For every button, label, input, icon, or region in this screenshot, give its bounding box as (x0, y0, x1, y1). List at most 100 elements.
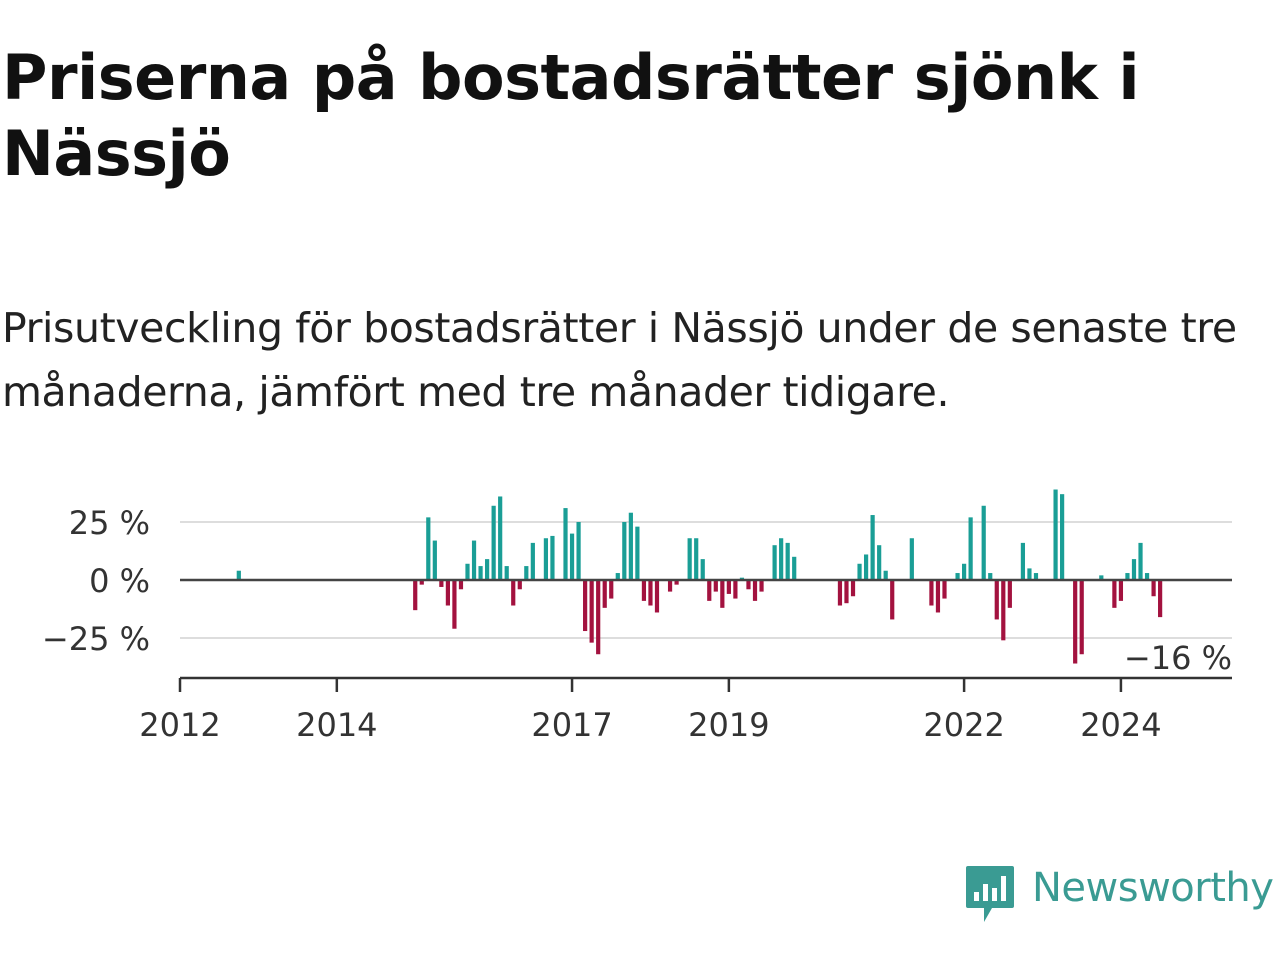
bar (726, 580, 731, 594)
bar (909, 538, 914, 580)
bar (733, 580, 738, 599)
bar (609, 580, 614, 599)
y-axis-tick-labels: 25 % 0 % −25 % (42, 504, 150, 658)
bar (622, 522, 627, 580)
bar (674, 580, 679, 585)
bar (491, 505, 496, 580)
bar (713, 580, 718, 592)
page-title: Priserna på bostadsrätter sjönk i Nässjö (2, 41, 1140, 190)
bar (1099, 575, 1104, 580)
y-tick-label: −25 % (42, 620, 150, 658)
bar (439, 580, 444, 587)
bar (850, 580, 856, 597)
bar (471, 540, 477, 580)
latest-value-label: −16 % (1124, 639, 1232, 677)
bar (485, 559, 490, 580)
bar (1158, 580, 1163, 618)
bar (543, 538, 549, 580)
bar (942, 580, 947, 599)
bar (694, 538, 699, 580)
bar (994, 580, 999, 620)
bar (1079, 580, 1084, 655)
bar (583, 580, 588, 632)
x-tick-label: 2017 (531, 706, 612, 744)
bar (955, 573, 960, 580)
bar (1073, 580, 1078, 664)
bar (602, 580, 607, 608)
bar (1020, 542, 1026, 580)
bar (779, 538, 784, 580)
bar (968, 517, 973, 580)
bar (700, 559, 705, 580)
bar (569, 533, 575, 580)
bar (498, 496, 503, 580)
bar (877, 545, 882, 580)
bar (504, 566, 509, 580)
bar (981, 505, 986, 580)
x-axis-ticks: 2012 2014 2017 2019 2022 2024 (139, 678, 1162, 744)
bar (720, 580, 725, 608)
x-tick-label: 2019 (688, 706, 769, 744)
y-tick-label: 25 % (69, 504, 150, 542)
price-change-bar-chart: 25 % 0 % −25 % 2012 2014 2017 2019 2022 2024 −1… (42, 489, 1235, 744)
y-tick-label: 0 % (89, 562, 150, 600)
bar (628, 512, 633, 580)
x-tick-label: 2014 (296, 706, 377, 744)
bar (1007, 580, 1012, 608)
bar (517, 580, 522, 590)
bar (1151, 580, 1156, 597)
bar (452, 580, 457, 629)
bar (929, 580, 934, 606)
bar (746, 580, 751, 590)
bar (432, 540, 437, 580)
bar (419, 580, 424, 585)
bar (511, 580, 516, 606)
bar (988, 573, 993, 580)
bar (524, 566, 529, 580)
bar (413, 580, 418, 611)
bar (550, 535, 555, 580)
bar (563, 508, 568, 580)
x-tick-label: 2012 (139, 706, 220, 744)
bar (890, 580, 895, 620)
bars (236, 489, 1163, 664)
bar (1112, 580, 1117, 608)
bar (426, 517, 431, 580)
bar (1027, 568, 1032, 580)
bar (863, 554, 869, 580)
bar (707, 580, 712, 601)
bar (530, 542, 535, 580)
bar (635, 526, 640, 580)
page-subtitle: Prisutveckling för bostadsrätter i Nässj… (2, 304, 1237, 416)
bar (458, 580, 464, 590)
bar (654, 580, 660, 613)
bar (1131, 559, 1137, 580)
bar (648, 580, 653, 606)
bar (1138, 542, 1143, 580)
newsworthy-logo-icon (966, 866, 1014, 922)
bar (465, 563, 470, 580)
bar (589, 580, 594, 643)
newsworthy-wordmark: Newsworthy (1032, 865, 1274, 911)
bar (641, 580, 647, 601)
bar (667, 580, 673, 592)
bar (445, 580, 450, 606)
bar (792, 556, 797, 580)
newsworthy-logo: Newsworthy (964, 862, 1276, 926)
bar (759, 580, 764, 592)
bar (837, 580, 843, 606)
bar (935, 580, 941, 613)
bar (844, 580, 849, 604)
bar (883, 570, 888, 580)
bar (962, 563, 967, 580)
bar (615, 573, 620, 580)
bar (1144, 573, 1150, 580)
bar (752, 580, 758, 601)
annotation: −16 % (1121, 636, 1235, 680)
bar (478, 566, 483, 580)
bar (772, 545, 777, 580)
bar (1060, 494, 1065, 580)
bar (576, 522, 581, 580)
bar (687, 538, 692, 580)
bar (1118, 580, 1124, 601)
